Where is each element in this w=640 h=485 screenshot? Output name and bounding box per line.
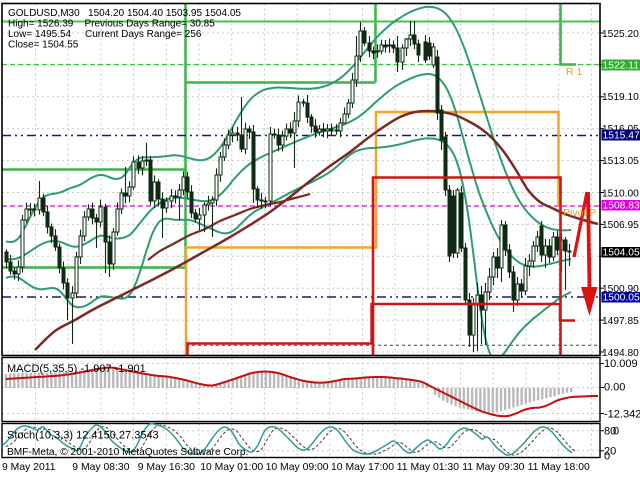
svg-text:-12.342: -12.342 [604, 409, 640, 421]
svg-text:R 1: R 1 [566, 66, 583, 78]
svg-text:9 May 16:30: 9 May 16:30 [138, 462, 195, 473]
svg-text:0: 0 [604, 451, 610, 463]
svg-text:1504.05: 1504.05 [603, 247, 640, 258]
svg-text:1522.11: 1522.11 [603, 60, 640, 71]
svg-text:1508.83: 1508.83 [603, 200, 640, 211]
svg-text:1519.10: 1519.10 [602, 92, 639, 103]
svg-text:Low= 1495.54 Current Days: Low= 1495.54 Current Days Range= 256 [8, 29, 202, 40]
svg-text:11 May 18:00: 11 May 18:00 [528, 462, 590, 473]
svg-text:10 May 17:00: 10 May 17:00 [331, 462, 394, 473]
svg-text:1510.00: 1510.00 [602, 189, 639, 200]
svg-text:1500.05: 1500.05 [603, 292, 640, 303]
svg-text:High= 1526.39 Previous Days: High= 1526.39 Previous Days Range= 30.85 [8, 19, 215, 30]
svg-text:1525.20: 1525.20 [602, 29, 639, 40]
svg-text:1513.05: 1513.05 [602, 156, 639, 167]
svg-text:1506.95: 1506.95 [602, 220, 639, 231]
svg-text:10 May 01:00: 10 May 01:00 [200, 462, 263, 473]
svg-text:Pivot P: Pivot P [563, 207, 596, 219]
svg-text:1515.47: 1515.47 [603, 130, 640, 141]
svg-text:11 May 09:30: 11 May 09:30 [462, 462, 524, 473]
svg-text:10 May 09:00: 10 May 09:00 [266, 462, 329, 473]
svg-text:9 May 2011: 9 May 2011 [2, 462, 56, 473]
svg-text:11 May 01:30: 11 May 01:30 [397, 462, 459, 473]
svg-text:0: 0 [613, 426, 619, 438]
svg-text:MACD(5,35,5) -1.907 -1.901: MACD(5,35,5) -1.907 -1.901 [7, 363, 146, 375]
svg-text:9 May 08:30: 9 May 08:30 [72, 462, 129, 473]
svg-text:Stoch(10,3,3) 12.4150 27.3543: Stoch(10,3,3) 12.4150 27.3543 [7, 430, 159, 442]
svg-text:0.00: 0.00 [604, 382, 625, 394]
svg-text:10.009: 10.009 [604, 358, 638, 370]
svg-text:Close= 1504.55: Close= 1504.55 [8, 40, 79, 51]
svg-text:BMF-Meta, © 2001-2010 MetaQuot: BMF-Meta, © 2001-2010 MetaQuotes Softwar… [7, 447, 248, 458]
svg-text:GOLDUSD,M30 1504.20 1504.40: GOLDUSD,M30 1504.20 1504.40 1503.95 1504… [8, 8, 241, 19]
svg-text:1497.85: 1497.85 [602, 316, 639, 327]
